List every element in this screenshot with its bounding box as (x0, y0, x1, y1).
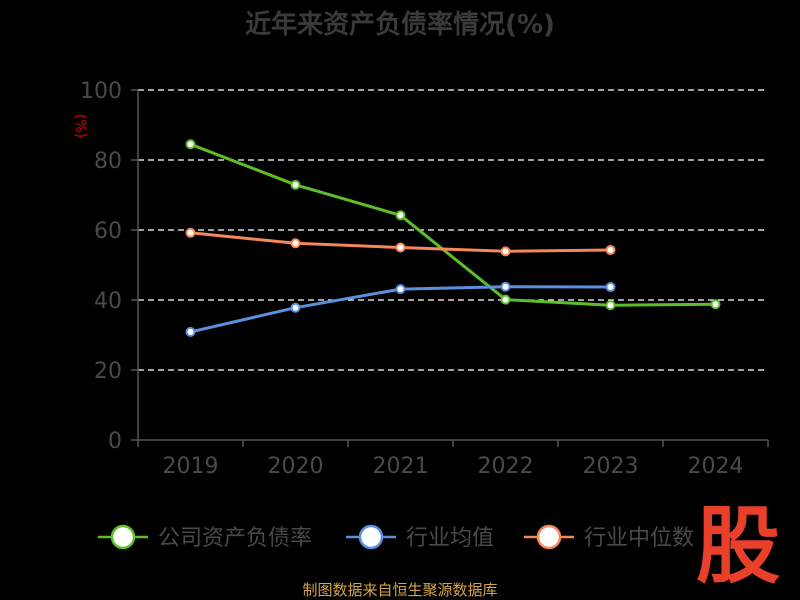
data-point (185, 139, 196, 150)
x-tick-label: 2024 (688, 454, 744, 479)
x-tick-label: 2023 (583, 454, 639, 479)
data-point (605, 244, 616, 255)
series-lines (185, 139, 721, 337)
data-point (710, 299, 721, 310)
y-tick-label: 40 (94, 289, 122, 314)
y-axis-ticks: 0 20 40 60 80 100 (80, 79, 138, 454)
data-point (605, 300, 616, 311)
data-point (395, 242, 406, 253)
legend-label: 行业均值 (406, 526, 494, 551)
data-point (500, 281, 511, 292)
axes (137, 90, 768, 441)
data-point (185, 326, 196, 337)
gridlines (138, 89, 768, 371)
data-point (500, 294, 511, 305)
data-point (185, 227, 196, 238)
data-point (395, 210, 406, 221)
legend-marker (358, 524, 384, 550)
legend-label: 公司资产负债率 (158, 526, 312, 551)
y-tick-label: 80 (94, 149, 122, 174)
legend-label: 行业中位数 (584, 526, 694, 551)
y-tick-label: 20 (94, 359, 122, 384)
x-tick-label: 2020 (268, 454, 324, 479)
data-point (395, 284, 406, 295)
legend-marker (110, 524, 136, 550)
source-note: 制图数据来自恒生聚源数据库 (302, 581, 498, 599)
data-point (605, 282, 616, 293)
x-tick-label: 2022 (478, 454, 534, 479)
chart-title: 近年来资产负债率情况(%) (245, 9, 555, 40)
y-tick-label: 0 (108, 429, 122, 454)
watermark-logo: 股 (696, 497, 780, 595)
legend-marker (536, 524, 562, 550)
legend: 公司资产负债率 行业均值 行业中位数 (98, 524, 694, 551)
y-tick-label: 60 (94, 219, 122, 244)
x-tick-label: 2021 (373, 454, 429, 479)
y-axis-unit: (%) (72, 114, 88, 138)
x-axis-ticks: 2019 2020 2021 2022 2023 2024 (137, 440, 769, 479)
data-point (500, 246, 511, 257)
data-point (290, 179, 301, 190)
y-tick-label: 100 (80, 79, 122, 104)
series-line-1 (189, 142, 716, 307)
data-point (290, 238, 301, 249)
x-tick-label: 2019 (163, 454, 219, 479)
data-point (290, 302, 301, 313)
